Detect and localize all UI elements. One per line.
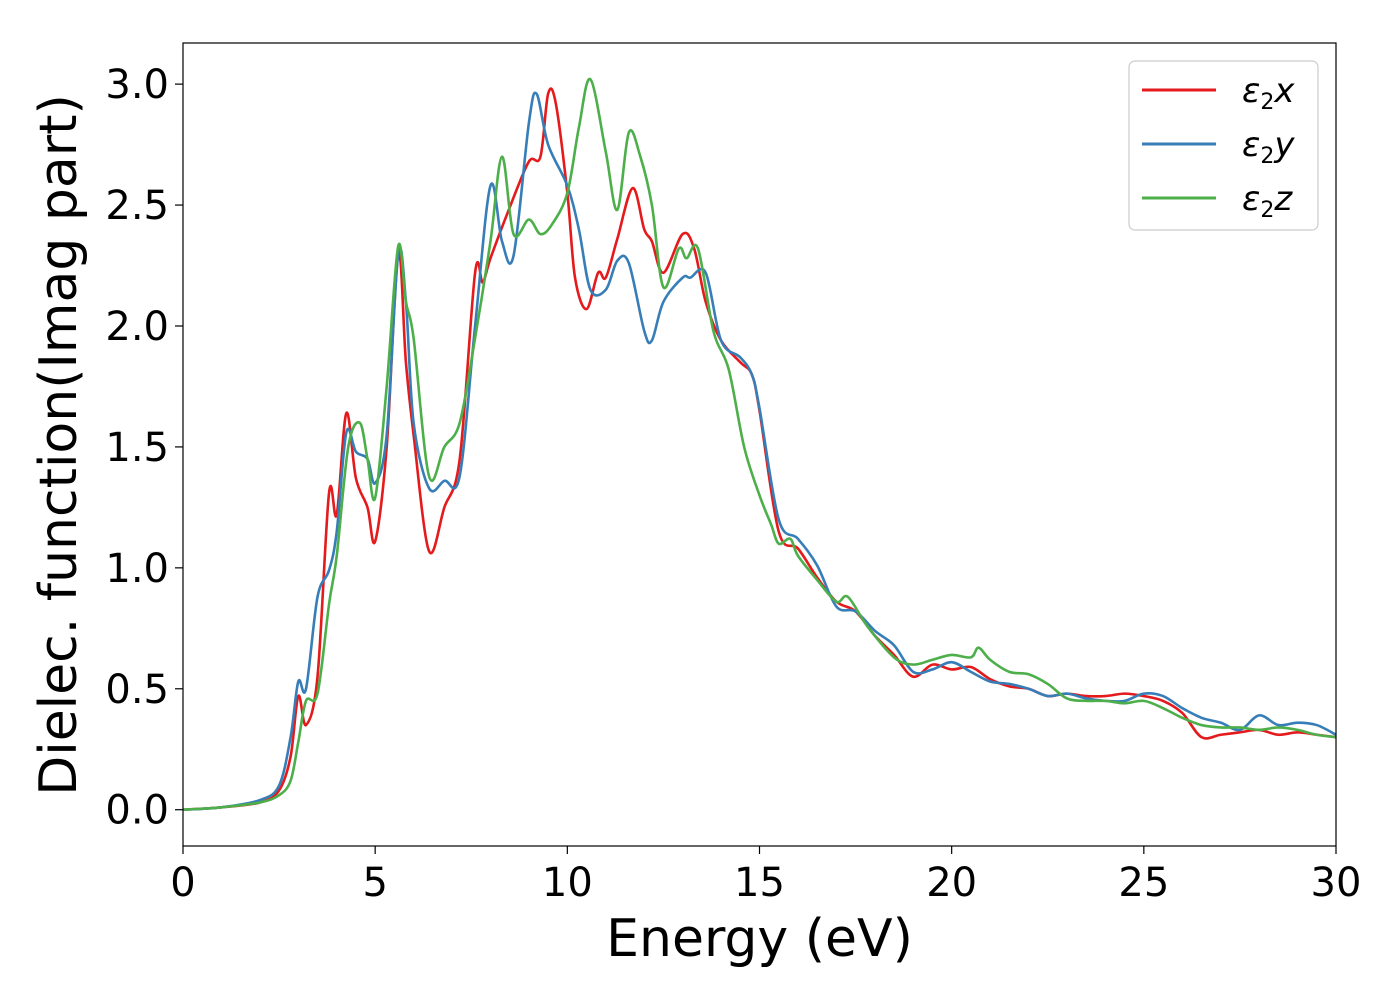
x-tick-label: 30 (1311, 860, 1362, 906)
series-layer (183, 77, 1336, 812)
y-axis-label: Dielec. function(Imag part) (29, 94, 89, 796)
legend-label-x: ε2x (1242, 71, 1295, 115)
y-tick-label: 0.5 (105, 667, 169, 713)
x-tick-label: 10 (542, 860, 593, 906)
legend-box (1128, 60, 1319, 231)
x-tick-label: 20 (926, 860, 977, 906)
x-axis-ticks: 0 5 10 15 20 25 30 (170, 846, 1361, 906)
x-tick-label: 25 (1118, 860, 1169, 906)
y-axis-ticks: 0.0 0.5 1.0 1.5 2.0 2.5 3.0 (105, 62, 183, 834)
y-tick-label: 1.5 (105, 425, 169, 471)
legend-label-z: ε2z (1242, 179, 1293, 223)
x-tick-label: 15 (734, 860, 785, 906)
x-tick-label: 5 (362, 860, 387, 906)
y-tick-label: 1.0 (105, 546, 169, 592)
legend-entries: ε2x ε2y ε2z (1142, 71, 1295, 223)
series-line-z (183, 77, 1336, 812)
legend-label-y: ε2y (1242, 125, 1295, 169)
series-line-x (183, 87, 1336, 812)
y-tick-label: 2.0 (105, 304, 169, 350)
y-tick-label: 2.5 (105, 183, 169, 229)
y-tick-label: 0.0 (105, 788, 169, 834)
y-tick-label: 3.0 (105, 62, 169, 108)
x-tick-label: 0 (170, 860, 195, 906)
x-axis-label: Energy (eV) (606, 909, 913, 969)
series-line-y (183, 91, 1336, 812)
legend: ε2x ε2y ε2z (1128, 60, 1319, 231)
